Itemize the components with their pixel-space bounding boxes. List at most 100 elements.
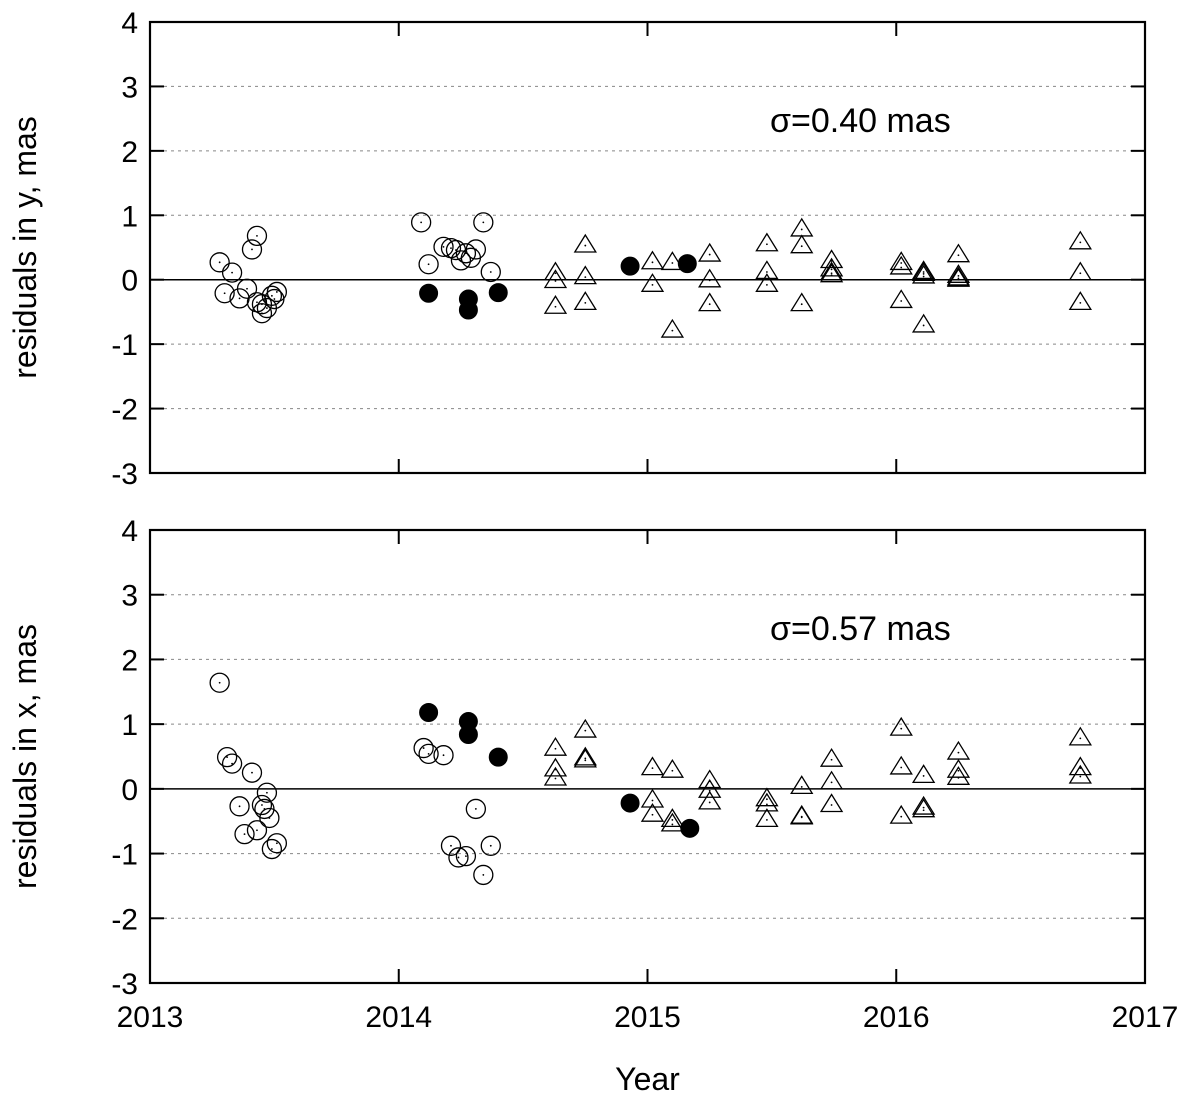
data-point-open-triangle — [1068, 756, 1092, 776]
data-point-center-dot — [420, 221, 423, 224]
data-point-center-dot — [1079, 775, 1082, 778]
data-point-open-triangle — [819, 263, 844, 283]
data-point-center-dot — [489, 844, 492, 847]
data-point-center-dot — [766, 798, 768, 801]
data-point-center-dot — [1079, 241, 1082, 244]
data-point-open-triangle — [1068, 261, 1092, 281]
data-point-center-dot — [830, 781, 833, 784]
data-point-center-dot — [457, 856, 460, 859]
data-point-filled-circle — [620, 793, 640, 813]
data-point-open-triangle — [911, 264, 936, 284]
data-point-center-dot — [261, 303, 263, 306]
data-point-open-triangle — [698, 769, 722, 789]
data-point-center-dot — [246, 287, 248, 290]
data-point-center-dot — [900, 266, 903, 269]
bottom-y-tick-label: -2 — [111, 903, 138, 936]
top-y-axis-title: residuals in y, mas — [7, 116, 43, 379]
data-point-open-circle — [209, 252, 230, 273]
data-point-center-dot — [266, 307, 268, 309]
data-point-open-circle — [234, 824, 255, 845]
data-point-center-dot — [766, 819, 768, 821]
data-point-open-circle — [229, 796, 250, 817]
data-point-center-dot — [830, 272, 833, 275]
data-point-filled-circle — [680, 818, 700, 838]
data-point-open-triangle — [819, 261, 844, 281]
data-point-center-dot — [251, 771, 253, 774]
data-point-open-triangle — [698, 268, 722, 288]
data-point-open-circle — [450, 250, 472, 271]
data-point-center-dot — [766, 283, 768, 286]
data-point-center-dot — [584, 276, 587, 279]
data-point-open-triangle — [790, 775, 814, 795]
data-point-open-triangle — [660, 318, 685, 338]
data-point-open-circle — [256, 782, 278, 803]
bottom-y-tick-label: 0 — [121, 774, 138, 807]
data-point-center-dot — [922, 809, 925, 812]
data-point-center-dot — [275, 842, 278, 845]
data-point-open-triangle — [889, 251, 913, 271]
data-point-center-dot — [261, 804, 263, 806]
data-point-open-triangle — [911, 313, 936, 333]
data-point-center-dot — [922, 775, 925, 777]
data-point-open-triangle — [911, 262, 936, 282]
data-point-open-triangle — [698, 779, 722, 798]
data-point-center-dot — [651, 283, 654, 286]
data-point-center-dot — [957, 278, 960, 281]
data-point-center-dot — [482, 874, 485, 876]
data-point-center-dot — [489, 271, 492, 273]
data-point-open-triangle — [640, 273, 665, 292]
data-point-center-dot — [766, 803, 768, 806]
data-point-open-triangle — [755, 792, 779, 812]
data-point-center-dot — [800, 228, 803, 231]
data-point-filled-circle — [419, 283, 439, 303]
data-point-center-dot — [800, 303, 803, 306]
data-point-center-dot — [766, 243, 768, 246]
data-point-center-dot — [830, 758, 833, 761]
data-point-center-dot — [442, 245, 445, 248]
data-point-filled-circle — [488, 747, 508, 767]
data-point-open-triangle — [755, 787, 779, 807]
data-point-open-circle — [480, 835, 501, 856]
data-point-open-triangle — [698, 242, 722, 262]
data-point-open-circle — [433, 745, 454, 766]
data-point-open-triangle — [660, 251, 685, 271]
data-point-center-dot — [231, 271, 233, 274]
data-point-center-dot — [671, 329, 674, 332]
data-point-center-dot — [957, 277, 960, 280]
data-point-center-dot — [922, 273, 925, 275]
data-point-open-circle — [216, 746, 238, 768]
data-point-open-triangle — [1068, 764, 1092, 784]
bottom-data-points — [209, 672, 1092, 886]
data-point-center-dot — [238, 805, 241, 808]
data-point-center-dot — [450, 247, 452, 250]
data-point-center-dot — [830, 274, 833, 277]
data-point-open-triangle — [573, 718, 597, 738]
data-point-open-circle — [418, 254, 439, 275]
data-point-open-triangle — [790, 234, 814, 254]
data-point-center-dot — [957, 274, 960, 277]
data-point-open-triangle — [946, 264, 971, 283]
data-point-center-dot — [218, 261, 221, 264]
data-point-open-circle — [246, 225, 268, 247]
data-point-open-circle — [440, 835, 462, 856]
data-point-center-dot — [273, 298, 276, 300]
data-point-center-dot — [554, 272, 557, 275]
data-point-open-triangle — [889, 755, 913, 775]
data-point-open-triangle — [660, 812, 685, 832]
data-point-center-dot — [584, 244, 587, 247]
data-point-center-dot — [231, 762, 233, 765]
x-axis-title: Year — [615, 1061, 680, 1097]
top-y-tick-label: 2 — [121, 136, 138, 169]
data-point-center-dot — [671, 769, 674, 772]
data-point-filled-circle — [488, 283, 508, 303]
data-point-open-circle — [266, 833, 288, 854]
data-point-open-triangle — [946, 740, 971, 760]
data-point-center-dot — [218, 681, 221, 684]
data-point-center-dot — [1079, 302, 1082, 304]
data-point-center-dot — [427, 263, 430, 266]
x-tick-label: 2017 — [1112, 1001, 1179, 1034]
data-point-center-dot — [900, 815, 903, 818]
top-ticks — [149, 21, 1146, 474]
data-point-center-dot — [266, 791, 268, 794]
bottom-y-tick-labels: -3 -2 -1 0 1 2 3 4 — [111, 515, 138, 1001]
